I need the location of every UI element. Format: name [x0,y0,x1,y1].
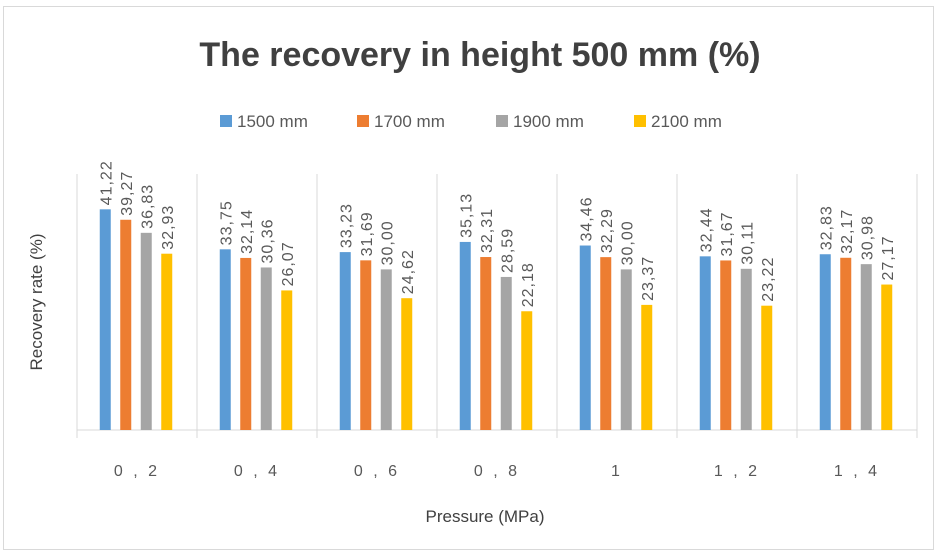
x-tick-label: 1 , 4 [834,463,880,480]
bar-1900mm-1 [140,232,152,430]
bar-1900mm-4 [500,276,512,430]
data-label: 32,29 [599,208,616,253]
x-tick-label: 1 , 2 [714,463,760,480]
bar-1500mm-7 [819,254,831,430]
data-label: 32,44 [698,207,715,252]
bar-1700mm-3 [360,260,372,430]
data-label: 28,59 [499,228,516,273]
data-label: 30,00 [379,220,396,265]
y-axis-title: Recovery rate (%) [27,234,46,371]
chart-title: The recovery in height 500 mm (%) [199,36,760,74]
bar-1700mm-4 [480,257,492,430]
bar-2100mm-6 [761,305,773,430]
data-label: 30,36 [259,218,276,263]
data-label: 31,67 [719,211,736,256]
bar-1700mm-2 [240,257,252,430]
data-label: 33,23 [338,203,355,248]
x-tick-label: 0 , 2 [114,463,160,480]
bar-1900mm-2 [260,267,272,430]
data-label: 32,83 [818,205,835,250]
data-label: 32,14 [239,209,256,254]
data-label: 32,31 [479,208,496,253]
bar-1500mm-2 [219,249,231,430]
bar-1700mm-1 [120,219,132,430]
data-label: 24,62 [400,249,417,294]
legend-swatch-4 [634,115,646,127]
bar-1500mm-5 [579,245,591,430]
x-axis-title: Pressure (MPa) [425,507,544,526]
bar-2100mm-1 [161,253,173,430]
bar-1700mm-5 [600,257,612,430]
data-label: 31,69 [359,211,376,256]
data-label: 23,37 [640,256,657,301]
legend-label-4: 2100 mm [651,112,722,131]
legend-label-3: 1900 mm [513,112,584,131]
data-label: 27,17 [880,235,897,280]
data-label: 30,00 [619,220,636,265]
bar-1900mm-3 [380,269,392,430]
bar-1500mm-3 [339,252,351,430]
bar-1500mm-1 [99,209,111,430]
x-tick-label: 1 [611,463,623,480]
legend-label-1: 1500 mm [237,112,308,131]
data-label: 22,18 [520,262,537,307]
legend-label-2: 1700 mm [374,112,445,131]
x-tick-label: 0 , 4 [234,463,280,480]
bar-1900mm-7 [860,264,872,430]
bar-1500mm-6 [699,256,711,430]
data-label: 30,11 [739,221,756,265]
data-label: 30,98 [859,215,876,260]
plot-area: 41,22 39,27 36,83 32,93 0 , 2 33,75 32,14 30,36… [76,160,918,480]
bar-1900mm-6 [740,268,752,430]
bar-1500mm-4 [459,241,471,430]
legend-swatch-3 [496,115,508,127]
legend-swatch-1 [220,115,232,127]
data-label: 41,22 [98,160,115,205]
data-label: 32,93 [160,205,177,250]
bar-2100mm-7 [881,284,893,430]
data-label: 26,07 [280,241,297,286]
data-label: 23,22 [760,257,777,302]
bar-1700mm-7 [840,257,852,430]
bar-2100mm-3 [401,298,413,430]
x-tick-label: 0 , 6 [354,463,400,480]
bar-1700mm-6 [720,260,732,430]
data-label: 32,17 [839,209,856,254]
legend: 1500 mm 1700 mm 1900 mm 2100 mm [220,112,722,131]
data-label: 34,46 [578,196,595,241]
data-label: 39,27 [119,171,136,216]
bar-1900mm-5 [620,269,632,430]
bar-2100mm-4 [521,311,533,430]
data-label: 33,75 [218,200,235,245]
legend-swatch-2 [357,115,369,127]
data-label: 36,83 [139,184,156,229]
bar-2100mm-5 [641,304,653,430]
x-tick-label: 0 , 8 [474,463,520,480]
data-label: 35,13 [458,193,475,238]
bar-2100mm-2 [281,290,293,430]
